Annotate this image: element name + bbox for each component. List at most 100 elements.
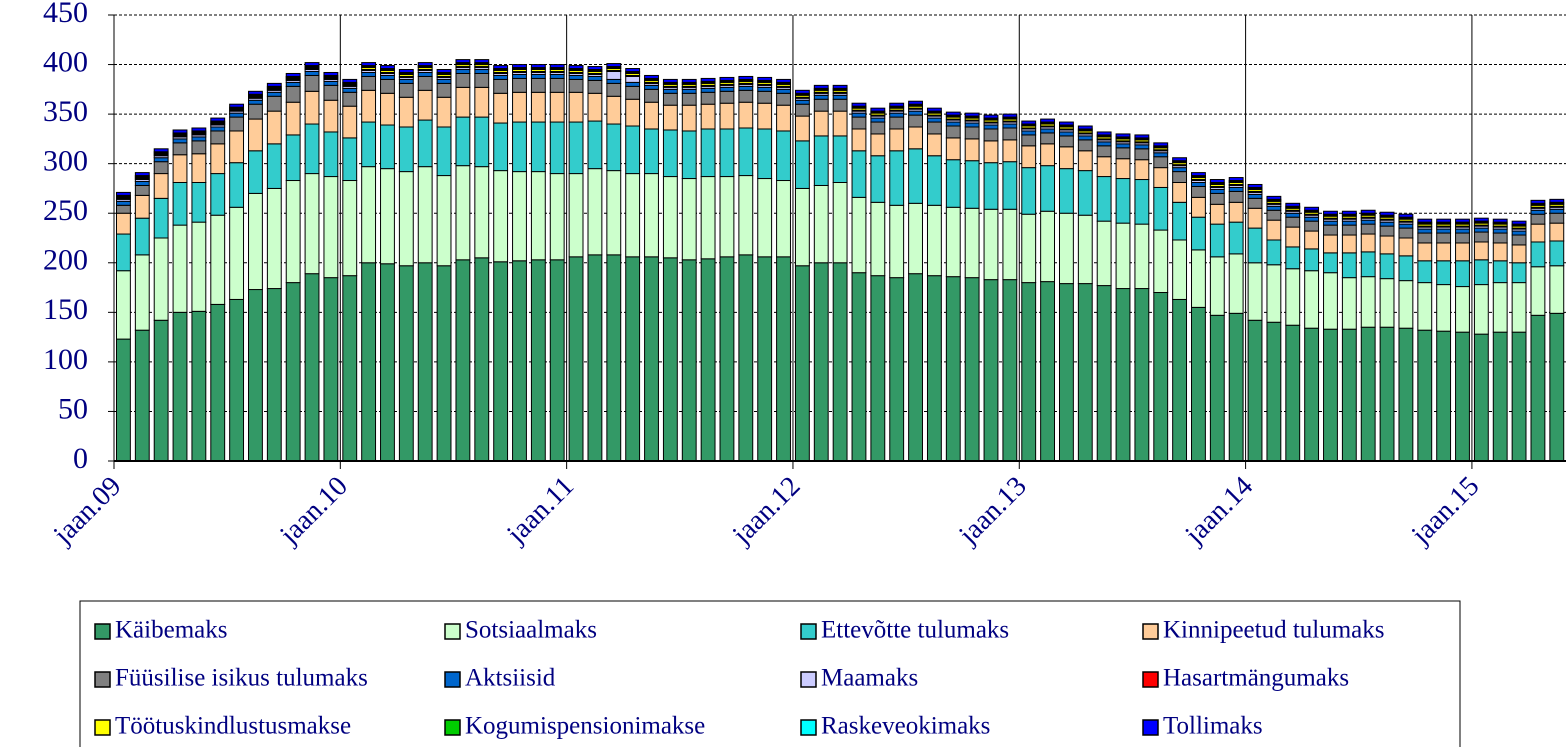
bar-segment xyxy=(1153,167,1169,188)
bar-segment xyxy=(908,114,923,128)
bar-segment xyxy=(116,204,131,214)
bar-segment xyxy=(436,175,452,267)
bar-segment xyxy=(719,90,735,104)
bar-segment xyxy=(1096,131,1112,136)
bar-segment xyxy=(813,110,829,137)
bar-segment xyxy=(210,143,226,175)
bar-segment xyxy=(1304,216,1320,222)
bar-segment xyxy=(644,173,659,258)
bar-segment xyxy=(1323,328,1338,462)
bar-segment xyxy=(1530,314,1546,462)
bar-segment xyxy=(210,126,226,132)
bar-segment xyxy=(851,116,867,130)
bar-segment xyxy=(568,173,584,258)
bar-segment xyxy=(662,78,678,83)
bar-segment xyxy=(1209,256,1225,316)
bar-segment xyxy=(1323,234,1338,254)
bar-segment xyxy=(1492,228,1508,234)
bar-segment xyxy=(172,142,188,156)
bar-segment xyxy=(926,121,942,135)
bar-segment xyxy=(926,133,942,157)
bar-segment xyxy=(266,91,282,97)
bar-segment xyxy=(512,73,527,79)
bar-segment xyxy=(1172,171,1188,183)
bar-segment xyxy=(606,123,622,172)
bar-segment xyxy=(1530,213,1546,225)
bar-segment xyxy=(568,78,584,93)
bar-segment xyxy=(662,129,678,178)
bar-segment xyxy=(700,258,716,462)
bar-segment xyxy=(1304,248,1320,272)
bar-segment xyxy=(719,102,735,130)
bar-segment xyxy=(493,74,509,80)
bar-segment xyxy=(1134,288,1150,462)
bar-segment xyxy=(134,172,150,177)
bar-segment xyxy=(568,121,584,175)
bar-segment xyxy=(398,78,414,84)
bar-segment xyxy=(134,254,150,331)
bar-segment xyxy=(304,173,320,275)
bar-segment xyxy=(625,85,641,100)
bar-segment xyxy=(1511,282,1527,333)
bar-segment xyxy=(417,166,433,264)
bar-segment xyxy=(1530,223,1546,243)
x-tick-label: jaan.14 xyxy=(1179,471,1259,551)
bar-segment xyxy=(1398,227,1414,239)
bar-segment xyxy=(832,262,848,462)
bar-segment xyxy=(210,173,226,216)
bar-segment xyxy=(1455,260,1470,288)
bar-segment xyxy=(1530,209,1546,215)
bar-segment xyxy=(1002,208,1018,281)
bar-segment xyxy=(1398,223,1414,229)
bar-segment xyxy=(1360,209,1376,214)
bar-segment xyxy=(832,110,848,137)
bar-segment xyxy=(304,62,320,67)
bar-segment xyxy=(229,162,245,208)
bar-segment xyxy=(1153,292,1169,462)
bar-segment xyxy=(870,117,886,123)
bar-segment xyxy=(1077,150,1093,172)
bar-segment xyxy=(851,128,867,152)
bar-segment xyxy=(172,154,188,183)
bar-segment xyxy=(1285,324,1301,462)
bar-segment xyxy=(153,148,169,153)
bar-segment xyxy=(1341,220,1357,226)
bar-segment xyxy=(304,123,320,175)
bar-segment xyxy=(229,298,245,462)
y-tick-label: 300 xyxy=(43,145,88,178)
bar-segment xyxy=(1021,213,1037,284)
y-tick-label: 450 xyxy=(43,0,88,29)
legend-swatch xyxy=(800,671,817,688)
bar-segment xyxy=(1115,133,1131,138)
bar-segment xyxy=(1209,179,1225,183)
bar-segment xyxy=(530,73,546,79)
bar-segment xyxy=(964,112,980,117)
bar-segment xyxy=(889,112,905,118)
bar-segment xyxy=(229,103,245,108)
bar-segment xyxy=(1172,239,1188,300)
bar-segment xyxy=(1077,125,1093,130)
bar-segment xyxy=(1379,235,1395,255)
bar-segment xyxy=(474,257,490,462)
bar-segment xyxy=(776,88,791,94)
bar-segment xyxy=(794,187,810,267)
bar-segment xyxy=(285,180,301,284)
bar-segment xyxy=(644,88,659,103)
bar-segment xyxy=(1398,255,1414,282)
bar-segment xyxy=(606,63,622,68)
bar-segment xyxy=(644,256,659,462)
bar-segment xyxy=(1304,230,1320,250)
bar-segment xyxy=(549,259,565,462)
bar-segment xyxy=(1228,221,1244,255)
bar-segment xyxy=(945,206,961,278)
bar-segment xyxy=(1530,241,1546,268)
bar-segment xyxy=(1172,157,1188,162)
bar-segment xyxy=(945,125,961,139)
bar-segment xyxy=(738,101,754,129)
bar-segment xyxy=(681,259,697,462)
bar-segment xyxy=(342,105,358,139)
bar-segment xyxy=(530,259,546,462)
bar-segment xyxy=(870,107,886,112)
bar-segment xyxy=(587,79,603,94)
bar-segment xyxy=(889,102,905,107)
